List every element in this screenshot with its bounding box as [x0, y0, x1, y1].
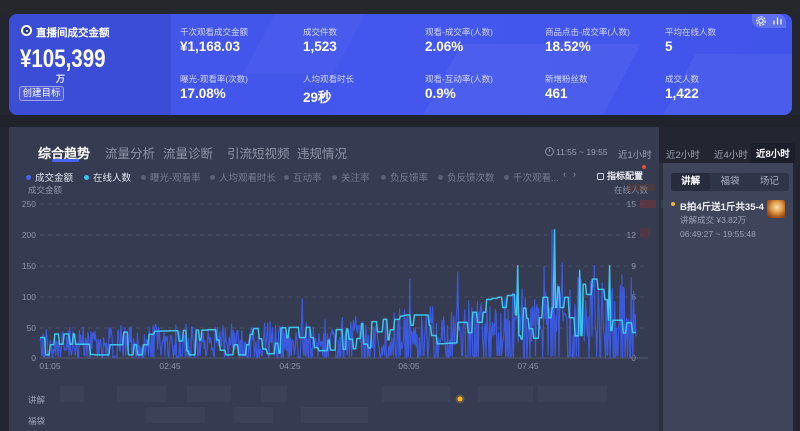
svg-text:100: 100 — [22, 292, 36, 302]
svg-text:0: 0 — [631, 353, 636, 363]
svg-text:50: 50 — [27, 323, 37, 333]
svg-text:07:45: 07:45 — [517, 361, 539, 371]
svg-text:250: 250 — [22, 199, 36, 209]
svg-text:02:45: 02:45 — [159, 361, 181, 371]
svg-text:06:05: 06:05 — [398, 361, 420, 371]
svg-text:15: 15 — [627, 199, 637, 209]
svg-text:0: 0 — [31, 353, 36, 363]
svg-text:150: 150 — [22, 261, 36, 271]
svg-text:9: 9 — [631, 261, 636, 271]
svg-text:01:05: 01:05 — [39, 361, 61, 371]
svg-text:在线人数: 在线人数 — [614, 185, 649, 195]
svg-text:成交金额: 成交金额 — [28, 185, 63, 195]
svg-text:04:25: 04:25 — [279, 361, 301, 371]
svg-text:12: 12 — [627, 230, 637, 240]
svg-text:200: 200 — [22, 230, 36, 240]
